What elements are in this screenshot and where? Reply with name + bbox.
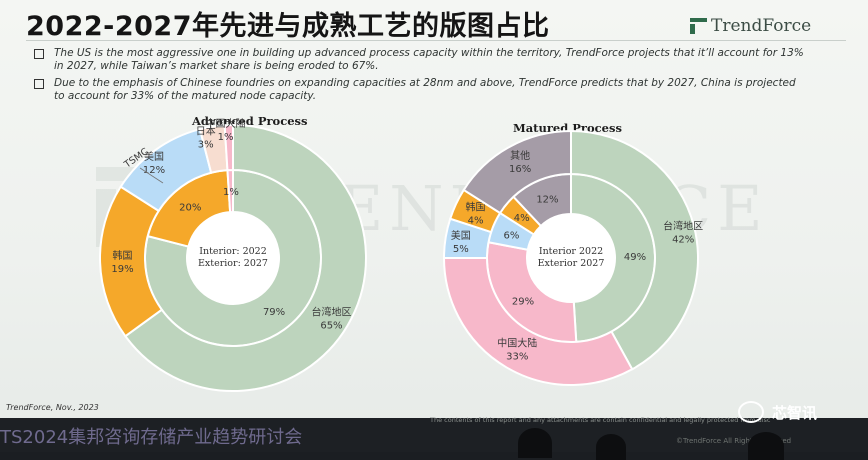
- trendforce-logo-icon: [690, 18, 707, 34]
- audience-head: [748, 432, 784, 460]
- confidential-note: The contents of this report and any atta…: [430, 416, 771, 424]
- wechat-icon: [738, 401, 764, 423]
- slice-category-label: 日本: [196, 124, 216, 137]
- slice-value-label: 16%: [509, 164, 531, 175]
- bullet-1-text: The US is the most aggressive one in bui…: [54, 47, 804, 72]
- slice-value-label: 1%: [218, 132, 234, 143]
- slice-exterior-1: [124, 123, 367, 392]
- donut-charts: 79% 20% 1% 台湾地区 65% 韩国 19% 美国 12% 日本 3% 中国大陆 1% Inter…: [99, 117, 703, 392]
- slice-category-label: 中国大陆: [497, 336, 537, 349]
- slide-title: 2022-2027年先进与成熟工艺的版图占比: [26, 11, 550, 42]
- bullet-1: The US is the most aggressive one in bui…: [34, 47, 804, 73]
- matured-process-title: Matured Process: [513, 121, 622, 135]
- slice-category-label: 美国: [451, 229, 471, 242]
- slice-category-label: 韩国: [113, 249, 133, 262]
- brand-logo: TrendForce: [690, 16, 811, 36]
- slice-category-label: 美国: [144, 150, 164, 163]
- slice-value-label: 6%: [504, 230, 520, 241]
- center-label: Interior: 2022: [199, 246, 267, 257]
- slice-exterior-5: [462, 129, 572, 215]
- slice-value-label: 19%: [111, 264, 133, 275]
- slice-value-label: 5%: [453, 244, 469, 255]
- slice-category-label: 韩国: [466, 201, 486, 214]
- wechat-name: 芯智讯: [772, 403, 818, 422]
- slice-category-label: 其他: [510, 149, 530, 162]
- slice-value-label: 1%: [223, 187, 239, 198]
- slice-value-label: 20%: [179, 202, 201, 213]
- slice-category-label: 中国大陆: [206, 117, 246, 130]
- slice-category-label: 台湾地区: [663, 219, 703, 232]
- slice-value-label: 4%: [468, 216, 484, 227]
- checkbox-bullet-icon: [34, 49, 44, 59]
- slide: TRENDFORCE 2022-2027年先进与成熟工艺的版图占比 TrendF…: [0, 0, 868, 428]
- slice-value-label: 3%: [198, 139, 214, 150]
- donut-chart-1: 79% 20% 1% 台湾地区 65% 韩国 19% 美国 12% 日本 3% 中国大陆 1% Inter…: [99, 117, 367, 392]
- bullet-2: Due to the emphasis of Chinese foundries…: [34, 77, 804, 103]
- source-note: TrendForce, Nov., 2023: [6, 403, 99, 412]
- advanced-process-title: Advanced Process: [192, 114, 308, 128]
- slice-value-label: 65%: [320, 321, 342, 332]
- footer-bar: [0, 418, 868, 452]
- wechat-watermark: 芯智讯: [738, 401, 817, 423]
- bullet-2-text: Due to the emphasis of Chinese foundries…: [54, 77, 796, 102]
- slice-value-label: 49%: [624, 252, 646, 263]
- slice-category-label: 台湾地区: [311, 306, 351, 319]
- slice-exterior-2: [442, 257, 634, 386]
- checkbox-bullet-icon: [34, 79, 44, 89]
- slice-value-label: 33%: [506, 351, 528, 362]
- slice-value-label: 4%: [514, 213, 530, 224]
- tsmc-leader-line: [139, 167, 164, 184]
- center-label: Exterior: 2027: [198, 258, 268, 269]
- slice-exterior-1: [570, 129, 699, 371]
- slice-value-label: 29%: [512, 296, 534, 307]
- donut-hole: [527, 214, 615, 302]
- donut-hole: [187, 212, 279, 304]
- slice-value-label: 42%: [672, 234, 694, 245]
- slice-value-label: 12%: [536, 194, 558, 205]
- center-label: Interior 2022: [539, 246, 603, 257]
- slice-value-label: 79%: [263, 307, 285, 318]
- audience-head: [596, 434, 626, 460]
- center-label: Exterior 2027: [538, 258, 605, 269]
- audience-head: [518, 428, 552, 458]
- donut-chart-2: 49% 29% 6% 4% 12% 台湾地区 42% 中国大陆 33% 美国 5% 韩国 4% 其他 16%…: [442, 129, 703, 386]
- slice-exterior-5: [223, 123, 234, 172]
- brand-name: TrendForce: [711, 16, 812, 36]
- event-banner: TS2024集邦咨询存储产业趋势研讨会: [0, 427, 303, 448]
- slice-value-label: 12%: [143, 165, 165, 176]
- copyright-note: ©TrendForce All Rights Reserved: [676, 437, 792, 445]
- title-divider: [26, 40, 846, 41]
